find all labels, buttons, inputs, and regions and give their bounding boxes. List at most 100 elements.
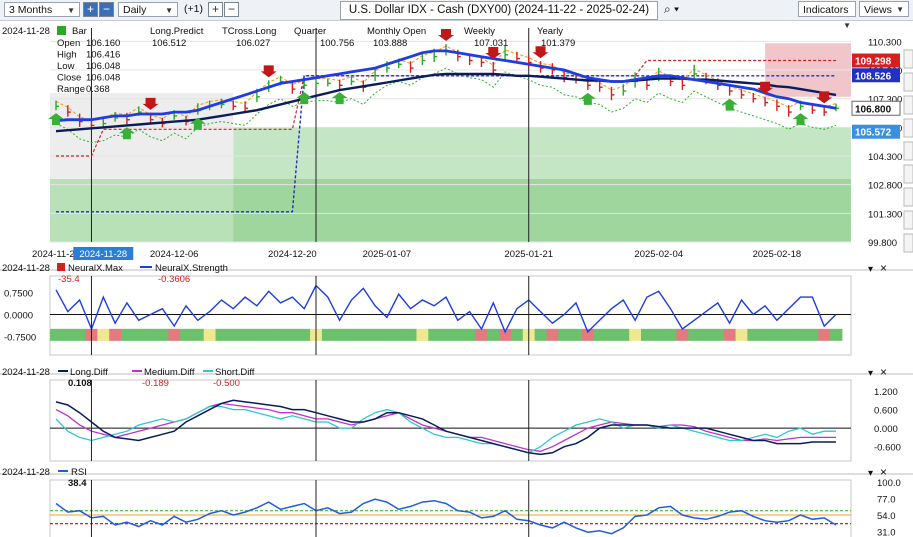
quarter-line — [55, 67, 837, 144]
price-tick-label: 101.300 — [868, 209, 902, 220]
legend-label: NeuralX.Strength — [155, 263, 228, 274]
side-tool-button[interactable] — [903, 141, 913, 161]
ohlc-value: 106.048 — [86, 61, 120, 72]
side-tool-button[interactable] — [903, 164, 913, 184]
neural-strip-cell — [132, 328, 146, 341]
side-tool-button[interactable] — [903, 95, 913, 115]
neural-strip-cell — [676, 328, 689, 341]
close-icon[interactable]: × — [880, 261, 887, 275]
neural-strip-cell — [759, 328, 772, 341]
neural-strip-cell — [771, 328, 784, 341]
neural-strip-cell — [747, 328, 760, 341]
neural-strip-cell — [239, 328, 252, 341]
neural-strip-cell — [227, 328, 240, 341]
neural-tick-label: 0.7500 — [4, 289, 33, 300]
neural-strip-cell — [203, 328, 217, 341]
legend-label: Weekly — [464, 26, 495, 37]
rsi-tick-label: 54.0 — [877, 511, 896, 522]
legend-value: 101.379 — [541, 38, 575, 49]
price-badge-label: 109.298 — [855, 57, 892, 68]
neural-strip-cell — [664, 328, 677, 341]
neural-strip-cell — [558, 328, 571, 341]
side-tool-button[interactable] — [903, 187, 913, 207]
legend-value: -0.500 — [213, 378, 240, 389]
sell-arrow-icon — [757, 81, 774, 94]
neural-strip-cell — [144, 328, 157, 341]
rsi-tick-label: 31.0 — [877, 528, 896, 537]
rsi-tick-label: 100.0 — [877, 478, 901, 489]
neural-strip-cell — [581, 328, 595, 341]
views-label: Views — [864, 4, 892, 16]
chevron-down-icon[interactable]: ▾ — [868, 264, 873, 275]
sell-arrow-icon — [816, 91, 833, 104]
neural-strip-cell — [121, 328, 134, 341]
legend-value: -35.4 — [58, 274, 80, 285]
ohlc-label: Open — [57, 38, 80, 49]
neural-strength-line — [55, 284, 837, 334]
neural-strip-cell — [794, 328, 807, 341]
date-tick-label: 2025-01-07 — [363, 249, 412, 260]
date-tick-label: 2024-11-28 — [79, 249, 127, 260]
neural-strip-cell — [463, 328, 477, 341]
diff-tick-label: -0.600 — [874, 443, 901, 454]
legend-label: Short.Diff — [215, 367, 255, 378]
price-tick-label: 102.800 — [868, 181, 902, 192]
neural-strip-cell — [298, 328, 311, 341]
neural-strip-cell — [97, 328, 110, 341]
neural-strip-cell — [345, 328, 358, 341]
range-select[interactable]: 3 Months ▼ — [4, 2, 80, 17]
interval-select[interactable]: Daily ▼ — [118, 2, 178, 17]
neural-strip-cell — [262, 328, 276, 341]
zoom-out-button[interactable]: − — [99, 2, 114, 17]
close-icon[interactable]: × — [880, 465, 887, 479]
close-icon[interactable]: × — [880, 365, 887, 379]
side-tool-button[interactable] — [903, 233, 913, 253]
legend-label: NeuralX.Max — [68, 263, 123, 274]
panel-date: 2024-11-28 — [2, 263, 50, 274]
side-tool-button[interactable] — [903, 72, 913, 92]
price-badge — [852, 124, 900, 139]
side-tool-button[interactable] — [903, 210, 913, 230]
date-tick-label: 2025-02-04 — [634, 249, 683, 260]
price-tick-label: 110.300 — [868, 37, 902, 48]
chevron-down-icon: ▼ — [165, 6, 173, 15]
price-badge — [852, 53, 900, 68]
neural-strip-cell — [251, 328, 264, 341]
neural-max-legend-icon — [57, 263, 65, 271]
legend-label: Quarter — [294, 26, 326, 37]
legend-label: RSI — [71, 467, 87, 478]
chevron-down-icon: ▼ — [67, 6, 75, 15]
chevron-down-icon: ▼ — [896, 5, 904, 14]
legend-value: 38.4 — [68, 478, 87, 489]
neural-strip-cell — [274, 328, 287, 341]
side-tool-button[interactable] — [903, 118, 913, 138]
neural-strip-cell — [392, 328, 406, 341]
chevron-down-icon[interactable]: ▾ — [868, 468, 873, 479]
neural-strip-cell — [499, 328, 512, 341]
neural-panel-bg — [49, 275, 852, 356]
side-tool-button[interactable] — [903, 49, 913, 69]
search-icon[interactable]: ⌕ ▾ — [664, 2, 680, 16]
legend-value: 106.027 — [236, 38, 270, 49]
neural-strip-cell — [617, 328, 630, 341]
neural-strip-cell — [156, 328, 169, 341]
add-button[interactable]: + — [208, 2, 223, 17]
remove-button[interactable]: − — [224, 2, 239, 17]
date-tick-label: 2025-01-21 — [504, 249, 553, 260]
legend-value: 103.888 — [373, 38, 407, 49]
price-badge — [852, 68, 900, 83]
buy-arrow-icon — [189, 117, 206, 130]
neural-strip-cell — [487, 328, 500, 341]
legend-value: -0.3606 — [158, 274, 190, 285]
legend-label: Long.Diff — [70, 367, 108, 378]
ohlc-label: High — [57, 50, 77, 61]
buy-arrow-icon — [792, 113, 809, 126]
long-predict-line — [55, 49, 837, 123]
views-button[interactable]: Views ▼ — [859, 1, 909, 17]
indicators-button[interactable]: Indicators ▼ — [798, 1, 856, 30]
symbol-title[interactable]: U.S. Dollar IDX - Cash (DXY00) (2024-11-… — [340, 1, 658, 20]
rsi-panel-bg — [49, 479, 852, 537]
panel-date: 2024-11-28 — [2, 26, 50, 37]
zoom-in-button[interactable]: + — [83, 2, 98, 17]
chevron-down-icon[interactable]: ▾ — [868, 368, 873, 379]
